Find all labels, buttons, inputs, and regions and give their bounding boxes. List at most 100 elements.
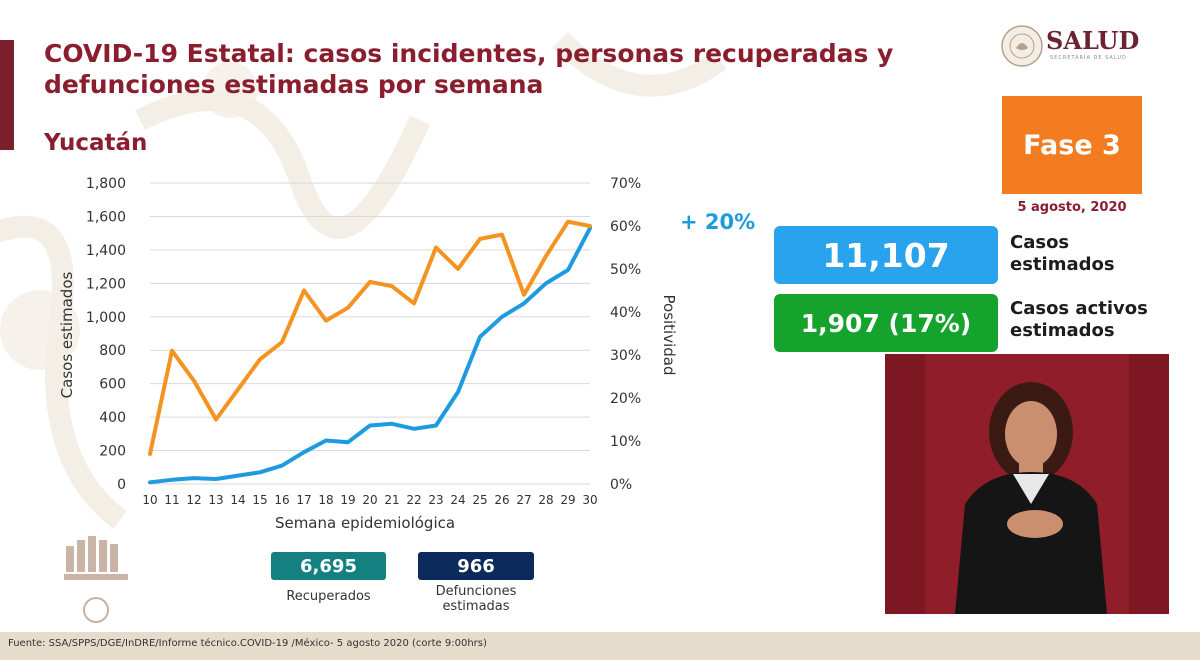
- defunciones-label-line1: Defunciones: [435, 584, 517, 599]
- x-tick-label: 28: [538, 493, 553, 507]
- y-tick-label: 200: [99, 444, 126, 460]
- cases-point: [237, 475, 239, 477]
- positivity-point: [413, 302, 415, 304]
- casos-estimados-value: 11,107: [774, 226, 998, 284]
- x-tick-label: 18: [318, 493, 333, 507]
- accent-bar: [0, 40, 14, 150]
- casos-activos-value: 1,907 (17%): [774, 294, 998, 352]
- cases-point: [523, 302, 525, 304]
- positivity-point: [149, 453, 151, 455]
- y-axis-label: Casos estimados: [58, 271, 76, 398]
- x-axis-label: Semana epidemiológica: [275, 514, 455, 532]
- x-tick-label: 15: [252, 493, 267, 507]
- positivity-point: [523, 294, 525, 296]
- casos-estimados-label: Casos estimados: [1010, 232, 1115, 276]
- x-tick-label: 17: [296, 493, 311, 507]
- positivity-point: [303, 289, 305, 292]
- state-name: Yucatán: [44, 130, 148, 156]
- phase-badge: Fase 3: [1002, 96, 1142, 194]
- x-tick-label: 13: [208, 493, 223, 507]
- y2-tick-label: 60%: [610, 219, 641, 235]
- phase-date: 5 agosto, 2020: [1017, 200, 1127, 215]
- government-seal-icon: [1001, 25, 1043, 67]
- page-title: COVID-19 Estatal: casos incidentes, pers…: [44, 39, 894, 99]
- cases-point: [171, 479, 173, 481]
- interpreter-figure: [885, 354, 1169, 614]
- positivity-point: [391, 285, 393, 287]
- x-tick-label: 29: [560, 493, 575, 507]
- defunciones-label: Defunciones estimadas: [412, 584, 540, 614]
- cases-point: [479, 336, 481, 338]
- cases-point: [325, 439, 327, 442]
- positivity-point: [479, 238, 481, 240]
- cases-point: [413, 428, 415, 430]
- positivity-point: [589, 225, 591, 227]
- positivity-point: [193, 380, 195, 382]
- cases-point: [149, 481, 151, 483]
- y-tick-label: 1,200: [86, 276, 126, 292]
- cases-point: [369, 424, 371, 427]
- y-tick-label: 0: [117, 477, 126, 493]
- y2-tick-label: 20%: [610, 391, 641, 407]
- positivity-point: [501, 234, 503, 236]
- positivity-point: [325, 320, 327, 322]
- percent-change: + 20%: [680, 210, 756, 234]
- cases-point: [545, 282, 547, 284]
- logo-text: SALUD: [1046, 26, 1140, 55]
- x-tick-label: 24: [450, 493, 465, 507]
- casos-activos-label: Casos activos estimados: [1010, 298, 1148, 342]
- x-tick-label: 20: [362, 493, 377, 507]
- x-tick-label: 30: [582, 493, 597, 507]
- positivity-point: [545, 255, 547, 257]
- sign-language-video: [885, 354, 1169, 614]
- positivity-point: [567, 221, 569, 223]
- x-tick-label: 23: [428, 493, 443, 507]
- y2-axis-label: Positividad: [660, 295, 678, 376]
- recuperados-label: Recuperados: [286, 589, 371, 604]
- activos-label-line2: estimados: [1010, 320, 1115, 341]
- casos-label-line2: estimados: [1010, 254, 1115, 275]
- y-tick-label: 1,800: [86, 176, 126, 192]
- cases-point: [193, 477, 195, 479]
- y2-tick-label: 30%: [610, 348, 641, 364]
- positivity-point: [237, 388, 239, 390]
- y2-tick-label: 40%: [610, 305, 641, 321]
- y2-tick-label: 70%: [610, 176, 641, 192]
- y-tick-label: 800: [99, 343, 126, 359]
- x-tick-label: 19: [340, 493, 355, 507]
- defunciones-label-line2: estimadas: [442, 599, 510, 614]
- x-tick-label: 14: [230, 493, 245, 507]
- y-tick-label: 1,400: [86, 243, 126, 259]
- y-tick-label: 1,600: [86, 209, 126, 225]
- positivity-point: [347, 307, 349, 309]
- cases-point: [281, 465, 283, 467]
- x-tick-label: 26: [494, 493, 509, 507]
- cases-point: [259, 471, 261, 473]
- footer-bar: [0, 632, 1200, 660]
- x-tick-label: 21: [384, 493, 399, 507]
- x-tick-label: 27: [516, 493, 531, 507]
- positivity-point: [215, 418, 217, 421]
- positivity-point: [369, 281, 371, 283]
- cases-point: [303, 451, 305, 453]
- positivity-point: [171, 350, 173, 352]
- positivity-point: [259, 358, 261, 360]
- positivity-point: [435, 246, 437, 249]
- y-tick-label: 1,000: [86, 310, 126, 326]
- casos-label-line1: Casos: [1010, 232, 1070, 253]
- y-tick-label: 600: [99, 377, 126, 393]
- x-tick-label: 22: [406, 493, 421, 507]
- cases-series-line: [148, 226, 592, 485]
- positivity-point: [457, 268, 459, 270]
- source-footnote: Fuente: SSA/SPPS/DGE/InDRE/Informe técni…: [8, 638, 487, 649]
- cases-point: [215, 478, 217, 480]
- y2-tick-label: 50%: [610, 262, 641, 278]
- cases-point: [567, 269, 569, 271]
- line-chart: 0 200 400 600 800 1,000 1,200 1,400 1,600 1,800 0%…: [58, 176, 678, 532]
- x-tick-label: 25: [472, 493, 487, 507]
- activos-label-line1: Casos activos: [1010, 298, 1148, 319]
- logo-subtext: SECRETARÍA DE SALUD: [1050, 55, 1127, 61]
- cases-point: [457, 391, 459, 393]
- cases-point: [391, 423, 393, 425]
